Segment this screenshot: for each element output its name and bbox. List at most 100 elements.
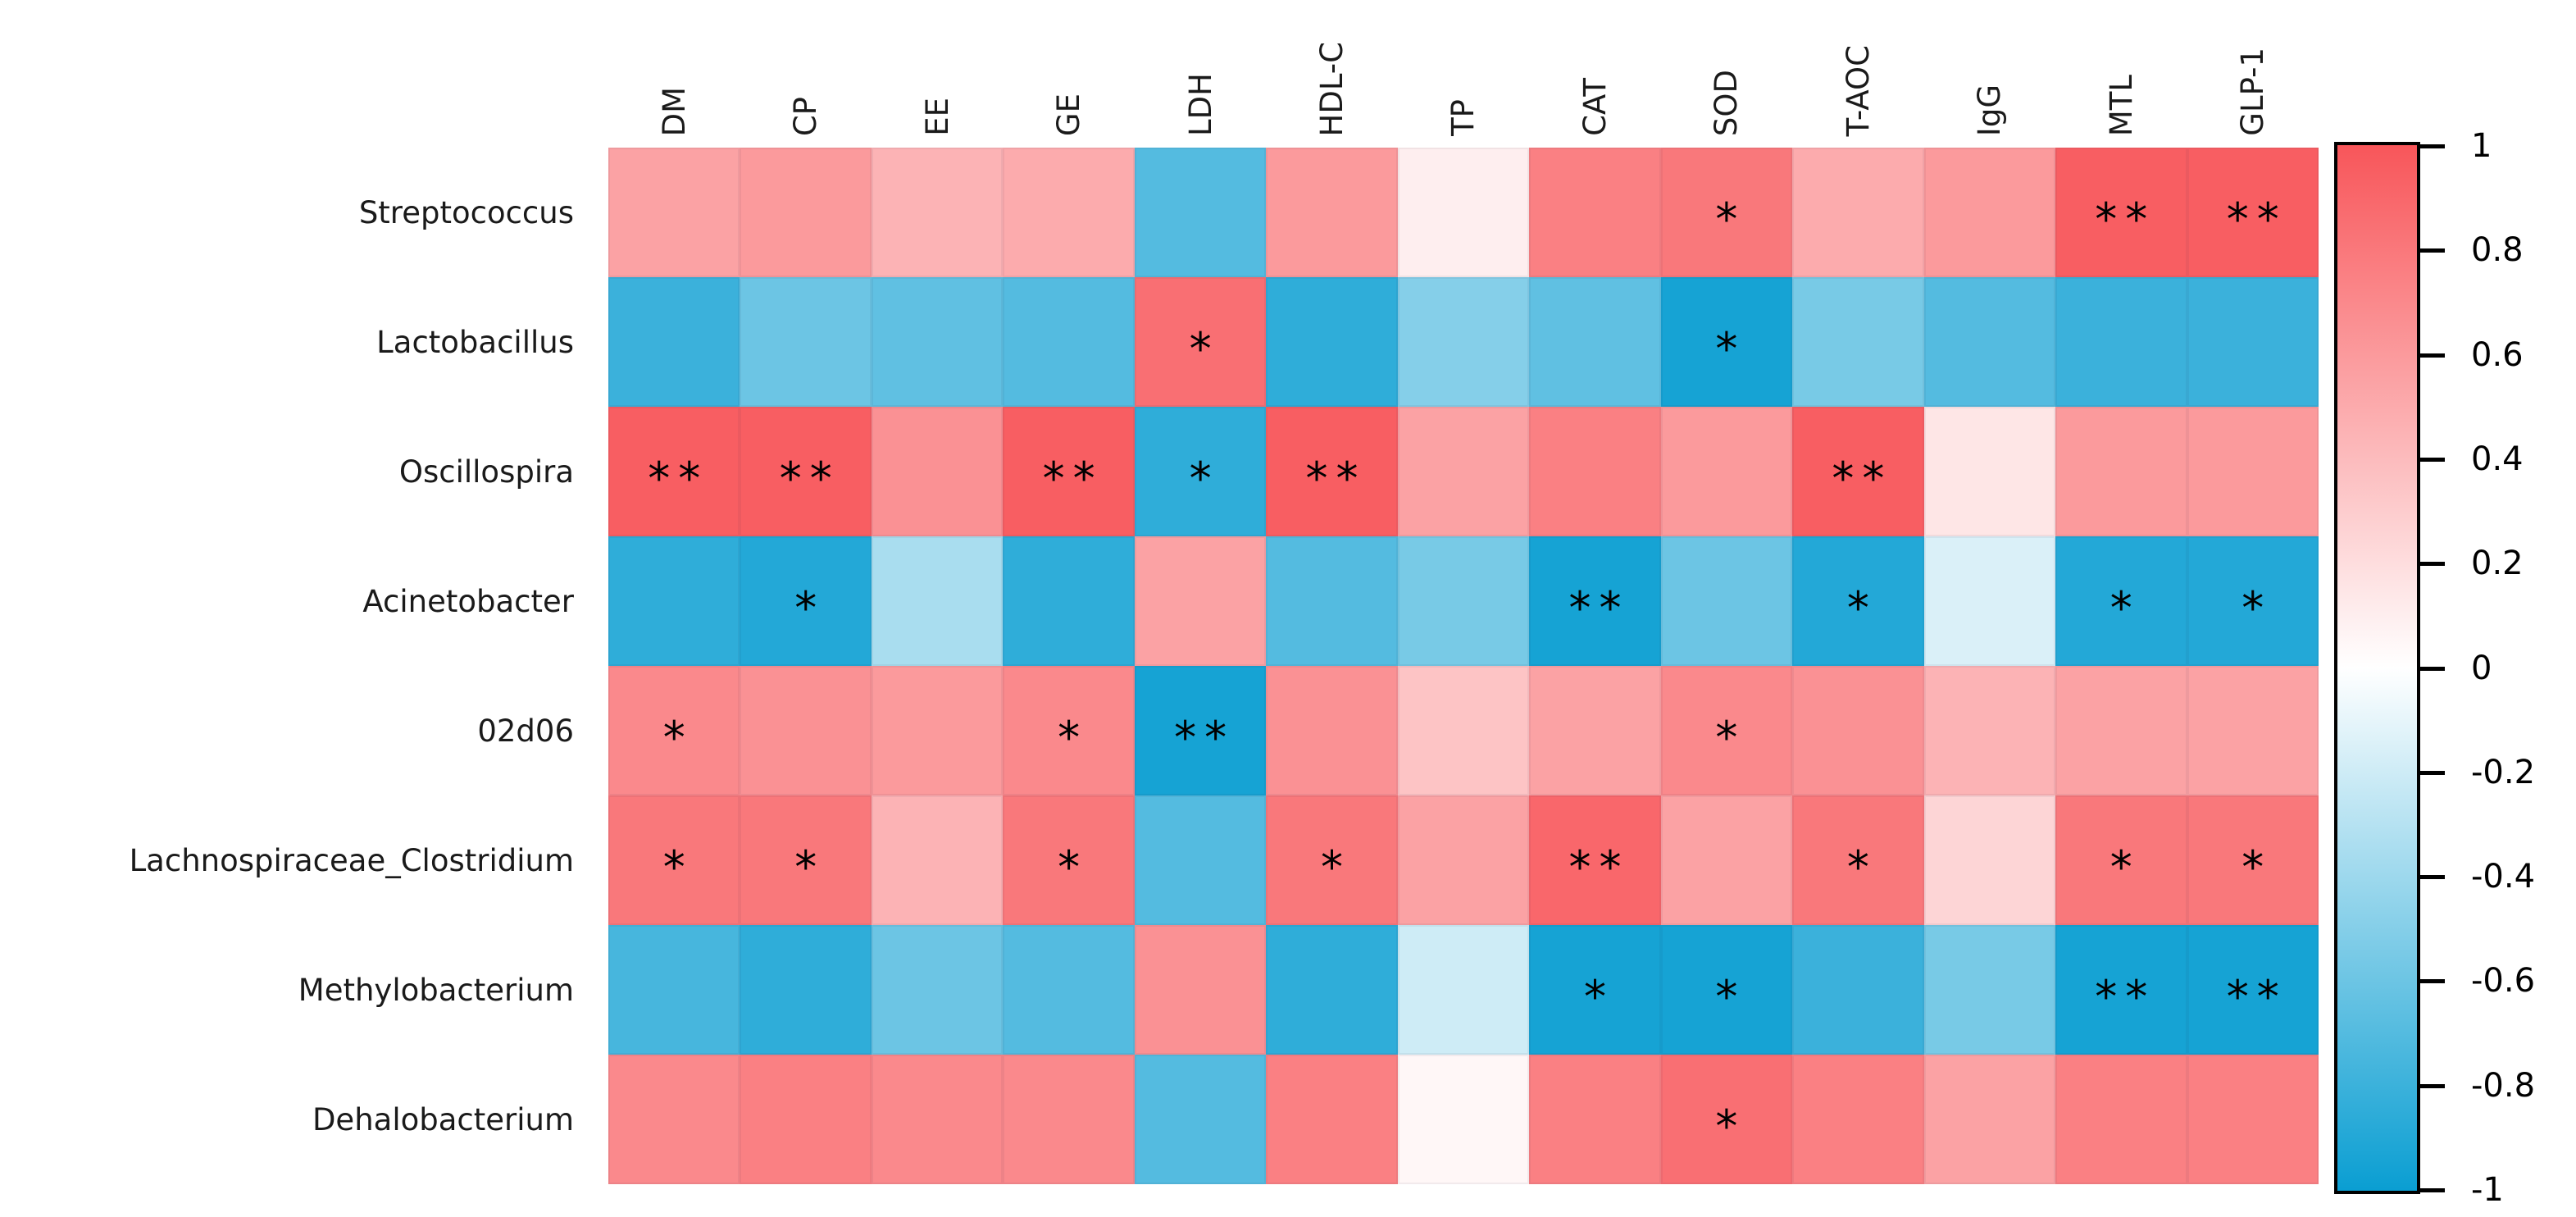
heatmap-cell: * xyxy=(2055,795,2187,925)
heatmap-cell: ** xyxy=(1529,795,1661,925)
heatmap-cell: ** xyxy=(2187,925,2319,1055)
heatmap-cell xyxy=(740,148,872,277)
colorbar-tick-label: 0.6 xyxy=(2471,336,2524,374)
heatmap-cell xyxy=(1397,1055,1530,1184)
col-label-t-aoc: T-AOC xyxy=(1792,0,1923,136)
col-label-tp: TP xyxy=(1398,0,1529,136)
colorbar-tick xyxy=(2420,353,2445,358)
heatmap-cell xyxy=(2187,407,2319,536)
heatmap-cell xyxy=(1266,277,1398,407)
colorbar-tick-label: -0.2 xyxy=(2471,754,2536,791)
col-label-hdl-c: HDL-C xyxy=(1266,0,1397,136)
col-label-text: IgG xyxy=(1972,84,2008,136)
row-label-methylobacterium: Methylobacterium xyxy=(298,972,574,1008)
heatmap-cell: * xyxy=(1003,795,1135,925)
colorbar-tick-label: -0.6 xyxy=(2471,962,2536,1000)
heatmap-cell xyxy=(1003,1055,1135,1184)
heatmap-cell: * xyxy=(1266,795,1398,925)
heatmap-cell xyxy=(1003,148,1135,277)
heatmap-cell xyxy=(871,536,1004,666)
heatmap-cell: * xyxy=(1660,666,1793,795)
heatmap-cell: * xyxy=(740,536,872,666)
heatmap-cell xyxy=(1923,536,2056,666)
heatmap-cell: * xyxy=(740,795,872,925)
row-label-oscillospira: Oscillospira xyxy=(398,454,574,490)
heatmap-cell: * xyxy=(2055,536,2187,666)
heatmap-cell xyxy=(740,1055,872,1184)
col-label-text: MTL xyxy=(2103,74,2139,136)
colorbar-gradient xyxy=(2334,142,2420,1194)
row-label-lachnospiraceae-clostridium: Lachnospiraceae_Clostridium xyxy=(129,842,574,878)
heatmap-cell: ** xyxy=(1134,666,1267,795)
column-labels-axis: DM CP EE GE LDH HDL-C TP CAT SOD T-AOC IgG MTL GLP-1 xyxy=(608,0,2319,136)
heatmap-cell: ** xyxy=(1003,407,1135,536)
heatmap-cell: ** xyxy=(2055,925,2187,1055)
heatmap-cell xyxy=(2055,277,2187,407)
col-label-ge: GE xyxy=(1003,0,1134,136)
colorbar-tick xyxy=(2420,667,2445,671)
heatmap-cell: * xyxy=(2187,795,2319,925)
heatmap-grid: * ** ** * * ** ** ** * ** ** * ** * * * * * ** * * * * * ** * * * * *… xyxy=(608,148,2319,1184)
heatmap-cell xyxy=(1397,925,1530,1055)
heatmap-cell xyxy=(2187,1055,2319,1184)
col-label-cat: CAT xyxy=(1529,0,1660,136)
heatmap-cell xyxy=(608,536,740,666)
heatmap-cell xyxy=(2055,666,2187,795)
colorbar-tick xyxy=(2420,144,2445,148)
heatmap-cell xyxy=(1529,1055,1661,1184)
heatmap-cell: ** xyxy=(2187,148,2319,277)
heatmap-cell xyxy=(871,795,1004,925)
colorbar-tick-label: 0.8 xyxy=(2471,231,2524,269)
colorbar-tick-label: -1 xyxy=(2471,1171,2504,1209)
heatmap-cell xyxy=(871,1055,1004,1184)
col-label-sod: SOD xyxy=(1661,0,1792,136)
heatmap-cell xyxy=(1266,1055,1398,1184)
row-labels-axis: Streptococcus Lactobacillus Oscillospira Ac… xyxy=(0,148,592,1184)
heatmap-cell xyxy=(608,1055,740,1184)
heatmap-cell xyxy=(1529,277,1661,407)
col-label-glp-1: GLP-1 xyxy=(2187,0,2319,136)
colorbar-tick xyxy=(2420,979,2445,983)
heatmap-cell xyxy=(1397,277,1530,407)
heatmap-cell xyxy=(1923,1055,2056,1184)
heatmap-cell xyxy=(871,277,1004,407)
col-label-igg: IgG xyxy=(1924,0,2055,136)
heatmap-cell: * xyxy=(1134,407,1267,536)
col-label-text: TP xyxy=(1445,99,1481,136)
colorbar-tick-label: 0.2 xyxy=(2471,545,2524,582)
heatmap-cell xyxy=(1134,148,1267,277)
heatmap-cell: * xyxy=(1660,1055,1793,1184)
heatmap-cell: * xyxy=(1003,666,1135,795)
heatmap-cell xyxy=(1134,925,1267,1055)
row-label-02d06: 02d06 xyxy=(477,713,574,749)
heatmap-cell xyxy=(1792,666,1924,795)
heatmap-cell xyxy=(1003,536,1135,666)
heatmap-cell: * xyxy=(2187,536,2319,666)
heatmap-cell: ** xyxy=(1792,407,1924,536)
col-label-ee: EE xyxy=(872,0,1003,136)
heatmap-cell: * xyxy=(1134,277,1267,407)
heatmap-cell xyxy=(1134,1055,1267,1184)
col-label-ldh: LDH xyxy=(1135,0,1266,136)
heatmap-cell xyxy=(871,148,1004,277)
heatmap-cell xyxy=(1792,148,1924,277)
row-label-lactobacillus: Lactobacillus xyxy=(376,324,574,360)
col-label-cp: CP xyxy=(740,0,871,136)
colorbar-tick-label: 0 xyxy=(2471,650,2492,687)
heatmap-cell xyxy=(1529,407,1661,536)
heatmap-cell xyxy=(1660,795,1793,925)
heatmap-cell: * xyxy=(1660,148,1793,277)
heatmap-cell: ** xyxy=(740,407,872,536)
heatmap-cell xyxy=(2055,1055,2187,1184)
heatmap-cell xyxy=(1134,795,1267,925)
heatmap-cell: * xyxy=(608,666,740,795)
heatmap-cell xyxy=(871,925,1004,1055)
colorbar-axis: 1 0.8 0.6 0.4 0.2 0 -0.2 -0.4 -0.6 -0.8 -1 xyxy=(2420,127,2576,1209)
colorbar-tick-label: 1 xyxy=(2471,127,2492,165)
heatmap-cell xyxy=(1397,407,1530,536)
heatmap-cell: * xyxy=(608,795,740,925)
heatmap-cell xyxy=(1923,407,2056,536)
col-label-text: T-AOC xyxy=(1840,44,1876,136)
heatmap-cell xyxy=(1529,148,1661,277)
